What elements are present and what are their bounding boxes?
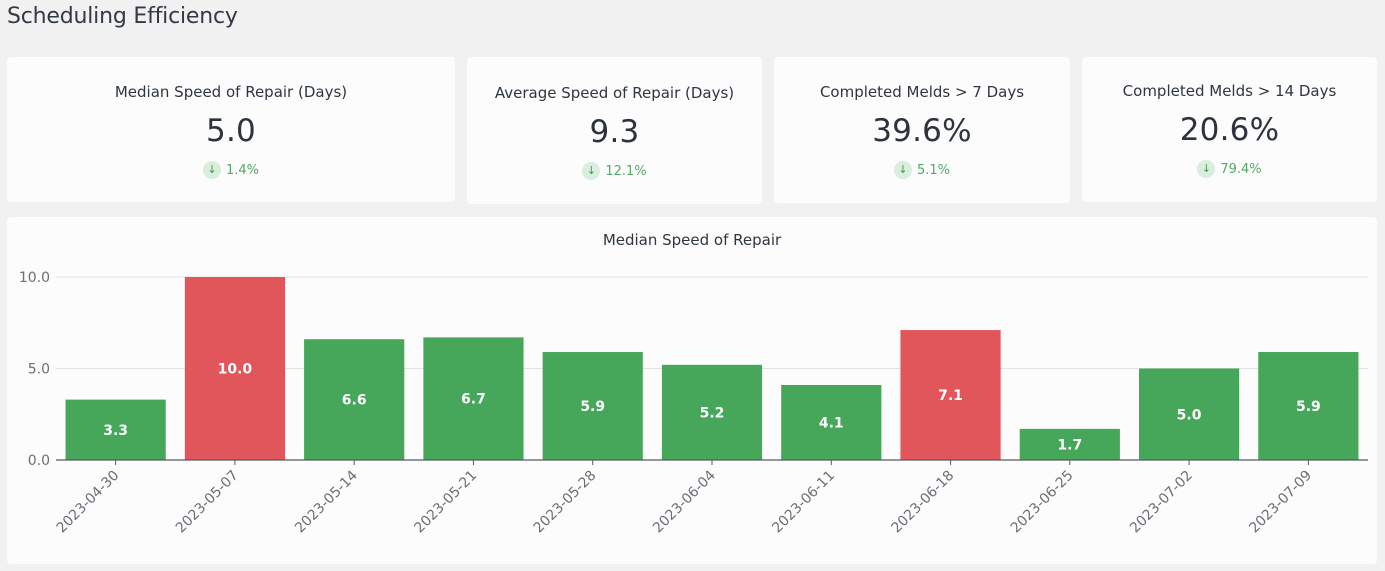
bar <box>304 339 405 460</box>
y-tick-label: 0.0 <box>28 453 50 469</box>
kpi-delta-value: 12.1% <box>605 163 647 179</box>
kpi-value: 9.3 <box>589 114 640 150</box>
bar-value-label: 6.6 <box>342 393 367 409</box>
x-tick-label: 2023-06-18 <box>889 468 958 537</box>
bar <box>542 352 643 460</box>
kpi-delta-value: 5.1% <box>916 162 951 178</box>
x-tick-label: 2023-06-04 <box>650 467 719 536</box>
kpi-delta: ↓ 5.1% <box>774 161 1070 179</box>
bar <box>781 384 882 460</box>
kpi-delta: ↓ 79.4% <box>1082 160 1377 178</box>
x-tick-label: 2023-06-25 <box>1008 468 1077 537</box>
x-tick-label: 2023-07-02 <box>1127 468 1196 537</box>
kpi-card-melds-14-days: Completed Melds > 14 Days 20.6% ↓ 79.4% <box>1082 57 1377 202</box>
arrow-down-icon: ↓ <box>893 161 912 179</box>
bar <box>1138 368 1240 460</box>
kpi-value: 39.6% <box>872 113 972 149</box>
bar <box>184 277 286 460</box>
bar-value-label: 4.1 <box>819 415 844 431</box>
median-speed-bar-chart: Median Speed of Repair 3.3 10.0 6.6 6.7 5.9 5… <box>19 231 1368 537</box>
bar <box>661 364 763 460</box>
kpi-card-melds-7-days: Completed Melds > 7 Days 39.6% ↓ 5.1% <box>774 57 1070 203</box>
median-speed-chart-panel: Median Speed of Repair 3.3 10.0 6.6 6.7 5.9 5… <box>7 217 1377 564</box>
chart-title: Median Speed of Repair <box>603 231 782 249</box>
x-tick-label: 2023-05-07 <box>173 468 242 537</box>
chart-bars: 3.3 10.0 6.6 6.7 5.9 5.2 4.1 7.1 1.7 5.0 5.9 <box>65 277 1359 460</box>
x-tick-label: 2023-07-09 <box>1246 468 1315 537</box>
kpi-value: 5.0 <box>206 113 256 149</box>
bar-value-label: 10.0 <box>218 362 253 378</box>
kpi-card-median-speed: Median Speed of Repair (Days) 5.0 ↓ 1.4% <box>7 57 455 202</box>
kpi-delta-value: 79.4% <box>1220 161 1262 177</box>
bar-value-label: 3.3 <box>103 423 128 439</box>
bar-value-label: 5.9 <box>580 399 605 415</box>
kpi-title: Completed Melds > 7 Days <box>819 83 1025 101</box>
bar <box>1258 352 1359 460</box>
bar-value-label: 1.7 <box>1057 437 1082 453</box>
chart-x-axis: 2023-04-30 2023-05-07 2023-05-14 2023-05-21… <box>54 459 1368 537</box>
kpi-title: Average Speed of Repair (Days) <box>494 84 735 102</box>
bar <box>900 330 1001 460</box>
x-tick-label: 2023-05-21 <box>411 468 480 537</box>
page-title: Scheduling Efficiency <box>7 4 238 29</box>
bar-value-label: 7.1 <box>938 388 963 404</box>
kpi-title: Median Speed of Repair (Days) <box>114 83 348 101</box>
arrow-down-icon: ↓ <box>202 161 221 179</box>
bar-value-label: 6.7 <box>461 392 486 408</box>
bar-value-label: 5.9 <box>1296 399 1321 415</box>
kpi-value: 20.6% <box>1179 112 1280 148</box>
arrow-down-icon: ↓ <box>582 162 601 180</box>
bar-value-label: 5.2 <box>700 405 725 421</box>
arrow-down-icon: ↓ <box>1197 160 1216 178</box>
kpi-card-average-speed: Average Speed of Repair (Days) 9.3 ↓ 12.… <box>467 57 762 204</box>
x-tick-label: 2023-06-11 <box>769 468 838 537</box>
chart-y-axis: 0.0 5.0 10.0 <box>19 270 50 469</box>
bar <box>65 399 166 460</box>
bar-value-label: 5.0 <box>1177 407 1202 423</box>
x-tick-label: 2023-05-28 <box>531 468 600 537</box>
x-tick-label: 2023-05-14 <box>292 467 361 536</box>
kpi-title: Completed Melds > 14 Days <box>1122 82 1337 100</box>
bar <box>1019 428 1120 460</box>
kpi-delta: ↓ 1.4% <box>7 161 455 179</box>
kpi-delta-value: 1.4% <box>225 162 260 178</box>
y-tick-label: 10.0 <box>19 270 50 286</box>
y-tick-label: 5.0 <box>28 362 50 378</box>
kpi-delta: ↓ 12.1% <box>467 162 762 180</box>
x-tick-label: 2023-04-30 <box>54 468 123 537</box>
bar <box>423 337 524 460</box>
